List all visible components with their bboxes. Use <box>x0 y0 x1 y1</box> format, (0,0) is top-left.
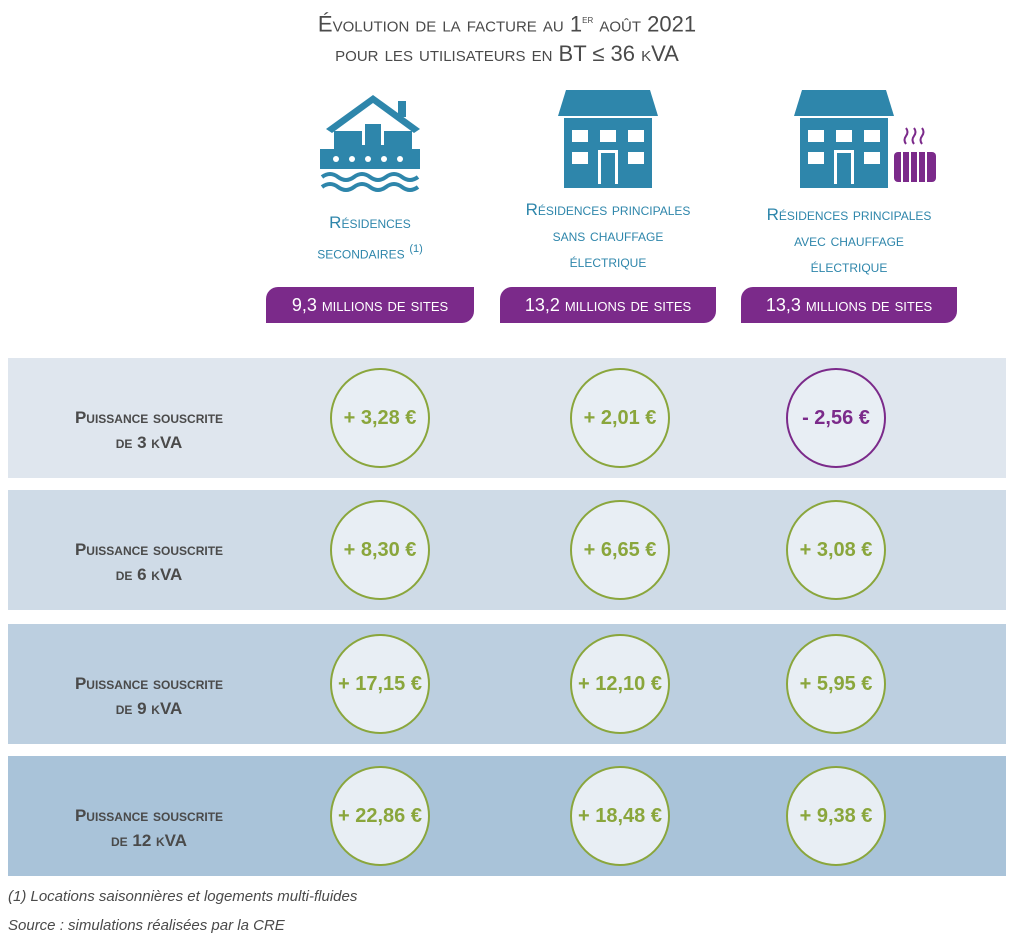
value-circle: + 3,28 € <box>330 368 430 468</box>
row-label: Puissance souscrite de 3 kVA <box>8 405 290 455</box>
table-row: Puissance souscrite de 3 kVA + 3,28 € + 2,0… <box>8 358 1006 478</box>
value-circle: + 3,08 € <box>786 500 886 600</box>
value-circle: + 12,10 € <box>570 634 670 734</box>
column-label-principales-sans: Résidences principales sans chauffage él… <box>525 200 691 271</box>
value-circle: + 9,38 € <box>786 766 886 866</box>
title-line-1: Évolution de la facture au 1er août 2021 <box>317 11 697 37</box>
title-line-2: pour les utilisateurs en BT ≤ 36 kVA <box>335 41 679 67</box>
row-label-line: de 12 kVA <box>110 831 188 850</box>
row-label: Puissance souscrite de 9 kVA <box>8 671 290 721</box>
value-circle: + 18,48 € <box>570 766 670 866</box>
value-circle: - 2,56 € <box>786 368 886 468</box>
row-label-line: de 9 kVA <box>115 699 183 718</box>
footnote: (1) Locations saisonnières et logements … <box>8 888 358 905</box>
sites-badge-secondaires: 9,3 millions de sites <box>266 287 474 323</box>
value-circle: + 2,01 € <box>570 368 670 468</box>
row-label-line: Puissance souscrite <box>74 408 224 427</box>
chart-title: Évolution de la facture au 1er août 2021… <box>0 4 1014 69</box>
row-label-line: Puissance souscrite <box>74 540 224 559</box>
row-label-line: de 3 kVA <box>115 433 183 452</box>
value-circle: + 5,95 € <box>786 634 886 734</box>
row-label-line: de 6 kVA <box>115 565 183 584</box>
footnote-mark: (1) <box>409 243 423 255</box>
table-row: Puissance souscrite de 9 kVA + 17,15 € + 12… <box>8 624 1006 744</box>
building-icon <box>558 90 658 188</box>
row-label-line: Puissance souscrite <box>74 674 224 693</box>
sites-badge-principales-sans: 13,2 millions de sites <box>500 287 716 323</box>
source-note: Source : simulations réalisées par la CR… <box>8 917 285 934</box>
table-row: Puissance souscrite de 6 kVA + 8,30 € + 6,6… <box>8 490 1006 610</box>
value-circle: + 22,86 € <box>330 766 430 866</box>
sites-badge-principales-avec: 13,3 millions de sites <box>741 287 957 323</box>
house-on-water-icon <box>320 95 420 192</box>
value-circle: + 6,65 € <box>570 500 670 600</box>
column-label-secondaires: Résidences secondaires (1) <box>317 213 423 263</box>
column-label-principales-avec: Résidences principales avec chauffage él… <box>766 205 932 276</box>
building-with-radiator-icon <box>794 90 936 188</box>
table-row: Puissance souscrite de 12 kVA + 22,86 € + 1… <box>8 756 1006 876</box>
row-label-line: Puissance souscrite <box>74 806 224 825</box>
row-label: Puissance souscrite de 12 kVA <box>8 803 290 853</box>
value-circle: + 17,15 € <box>330 634 430 734</box>
row-label: Puissance souscrite de 6 kVA <box>8 537 290 587</box>
value-circle: + 8,30 € <box>330 500 430 600</box>
